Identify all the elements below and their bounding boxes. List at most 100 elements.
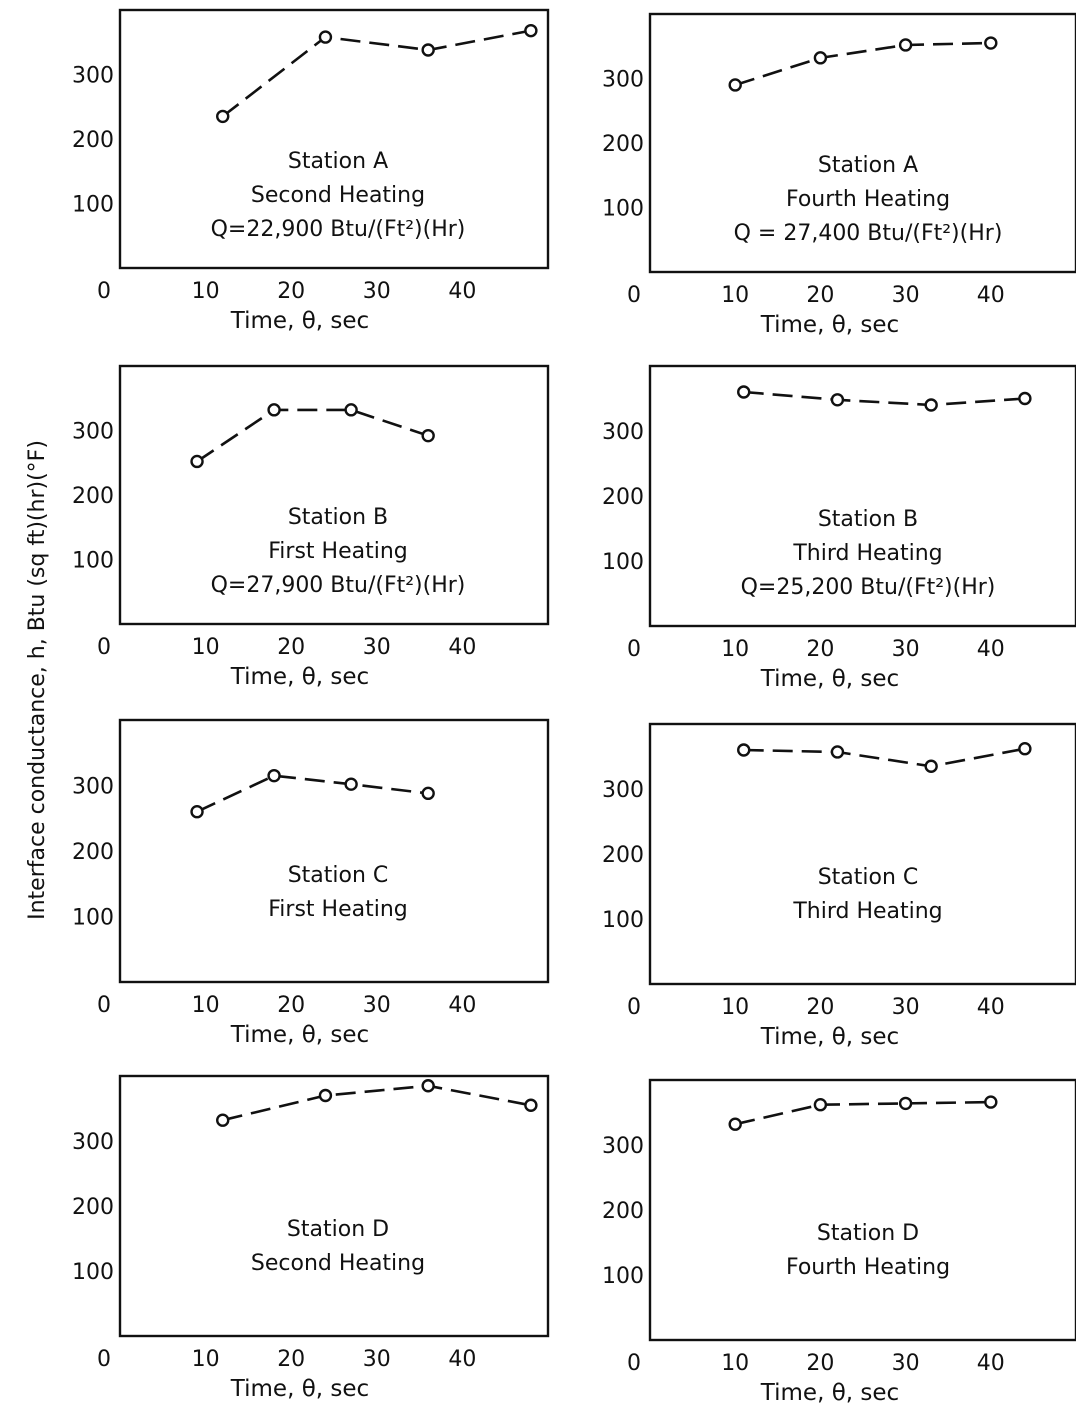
y-tick-label: 300 xyxy=(72,420,114,445)
panel-annotation: Station C xyxy=(288,863,389,888)
x-tick-label: 20 xyxy=(277,993,305,1018)
series-line xyxy=(734,41,991,87)
data-point xyxy=(924,398,938,412)
chart-panel-7: 0 10 20 30 40 100 200 300 Time, θ, sec Station D S… xyxy=(72,1074,550,1402)
series-line xyxy=(743,747,1026,768)
x-tick-label: 30 xyxy=(363,1347,391,1372)
y-tick-label: 200 xyxy=(602,485,644,510)
x-tick-label: 0 xyxy=(97,1347,111,1372)
plot-frame xyxy=(118,364,550,626)
panel-annotation: Station B xyxy=(818,507,918,532)
data-point xyxy=(813,51,828,65)
panel-annotation: Q=27,900 Btu/(Ft²)(Hr) xyxy=(211,573,466,598)
y-tick-label: 200 xyxy=(602,1199,644,1224)
x-tick-label: 0 xyxy=(97,279,111,304)
x-tick-label: 10 xyxy=(721,995,749,1020)
plot-frame xyxy=(648,364,1076,628)
panel-annotation: Station C xyxy=(818,865,919,890)
data-point xyxy=(830,745,845,759)
y-tick-label: 100 xyxy=(602,908,644,933)
panel-annotation: First Heating xyxy=(268,539,408,564)
chart-panel-2: 0 10 20 30 40 100 200 300 Time, θ, sec Station A F… xyxy=(602,12,1076,338)
y-tick-label: 300 xyxy=(602,420,644,445)
x-axis-label: Time, θ, sec xyxy=(230,1022,369,1048)
panel-annotation: Q=22,900 Btu/(Ft²)(Hr) xyxy=(211,217,466,242)
x-tick-label: 30 xyxy=(363,279,391,304)
data-point xyxy=(737,743,751,757)
x-tick-label: 0 xyxy=(627,283,641,308)
x-tick-label: 40 xyxy=(448,993,476,1018)
y-tick-label: 100 xyxy=(72,1260,114,1285)
panel-annotation: Second Heating xyxy=(251,183,425,208)
y-tick-label: 100 xyxy=(72,549,114,574)
panel-annotation: Q = 27,400 Btu/(Ft²)(Hr) xyxy=(734,221,1003,246)
x-tick-label: 30 xyxy=(892,283,920,308)
data-point xyxy=(830,393,845,407)
x-tick-label: 40 xyxy=(977,637,1005,662)
x-tick-label: 30 xyxy=(892,1351,920,1376)
x-axis-label: Time, θ, sec xyxy=(230,1376,369,1402)
data-point xyxy=(898,38,913,52)
data-point xyxy=(421,43,435,57)
chart-panel-4: 0 10 20 30 40 100 200 300 Time, θ, sec Station B T… xyxy=(602,364,1076,692)
panel-annotation: Station B xyxy=(288,505,388,530)
chart-panel-1: 0 10 20 30 40 100 200 300 Time, θ, sec Station A S… xyxy=(72,8,550,334)
panel-annotation: Fourth Heating xyxy=(786,1255,950,1280)
plot-frame xyxy=(648,12,1076,274)
chart-panel-3: 0 10 20 30 40 100 200 300 Time, θ, sec Station B F… xyxy=(72,364,550,690)
data-point xyxy=(524,23,538,38)
y-tick-label: 100 xyxy=(602,197,644,222)
x-tick-label: 20 xyxy=(806,1351,834,1376)
y-tick-label: 200 xyxy=(72,128,114,153)
y-tick-label: 300 xyxy=(72,775,114,800)
panel-annotation: Third Heating xyxy=(792,899,942,924)
panel-annotation: First Heating xyxy=(268,897,408,922)
x-tick-label: 40 xyxy=(448,279,476,304)
data-point xyxy=(1018,742,1032,756)
x-tick-label: 30 xyxy=(892,637,920,662)
panel-annotation: Second Heating xyxy=(251,1251,425,1276)
x-axis-label: Time, θ, sec xyxy=(230,308,369,334)
x-tick-label: 20 xyxy=(806,637,834,662)
data-point xyxy=(318,30,333,44)
data-point xyxy=(216,109,230,124)
x-tick-label: 10 xyxy=(721,1351,749,1376)
x-tick-label: 20 xyxy=(277,635,305,660)
y-tick-label: 200 xyxy=(72,1195,114,1220)
x-tick-label: 30 xyxy=(363,635,391,660)
x-tick-label: 10 xyxy=(721,283,749,308)
series-line xyxy=(734,1100,991,1126)
x-axis-label: Time, θ, sec xyxy=(760,666,899,692)
x-axis-label: Time, θ, sec xyxy=(760,1380,899,1406)
y-tick-label: 200 xyxy=(602,132,644,157)
x-tick-label: 40 xyxy=(977,283,1005,308)
panel-annotation: Third Heating xyxy=(792,541,942,566)
series-line xyxy=(196,774,429,813)
x-tick-label: 40 xyxy=(977,1351,1005,1376)
data-point xyxy=(267,768,281,783)
y-tick-label: 100 xyxy=(72,906,114,931)
x-tick-label: 40 xyxy=(448,635,476,660)
series-line xyxy=(221,29,532,118)
chart-panel-6: 0 10 20 30 40 100 200 300 Time, θ, sec Station C T… xyxy=(602,722,1076,1050)
x-tick-label: 20 xyxy=(277,279,305,304)
data-point xyxy=(344,777,358,791)
chart-panel-8: 0 10 20 30 40 100 200 300 Time, θ, sec Station D F… xyxy=(602,1078,1076,1406)
x-tick-label: 40 xyxy=(977,995,1005,1020)
plot-frame xyxy=(648,1078,1076,1342)
x-tick-label: 10 xyxy=(192,993,220,1018)
data-point xyxy=(421,786,435,801)
y-tick-label: 300 xyxy=(602,778,644,803)
x-tick-label: 30 xyxy=(892,995,920,1020)
y-tick-label: 100 xyxy=(72,193,114,218)
x-tick-label: 10 xyxy=(192,1347,220,1372)
y-tick-label: 300 xyxy=(72,1130,114,1155)
x-axis-label: Time, θ, sec xyxy=(760,312,899,338)
data-point xyxy=(267,403,281,417)
panel-annotation: Station A xyxy=(818,153,918,178)
data-point xyxy=(898,1096,913,1111)
x-tick-label: 0 xyxy=(627,1351,641,1376)
panel-annotation: Fourth Heating xyxy=(786,187,950,212)
data-point xyxy=(216,1113,230,1127)
